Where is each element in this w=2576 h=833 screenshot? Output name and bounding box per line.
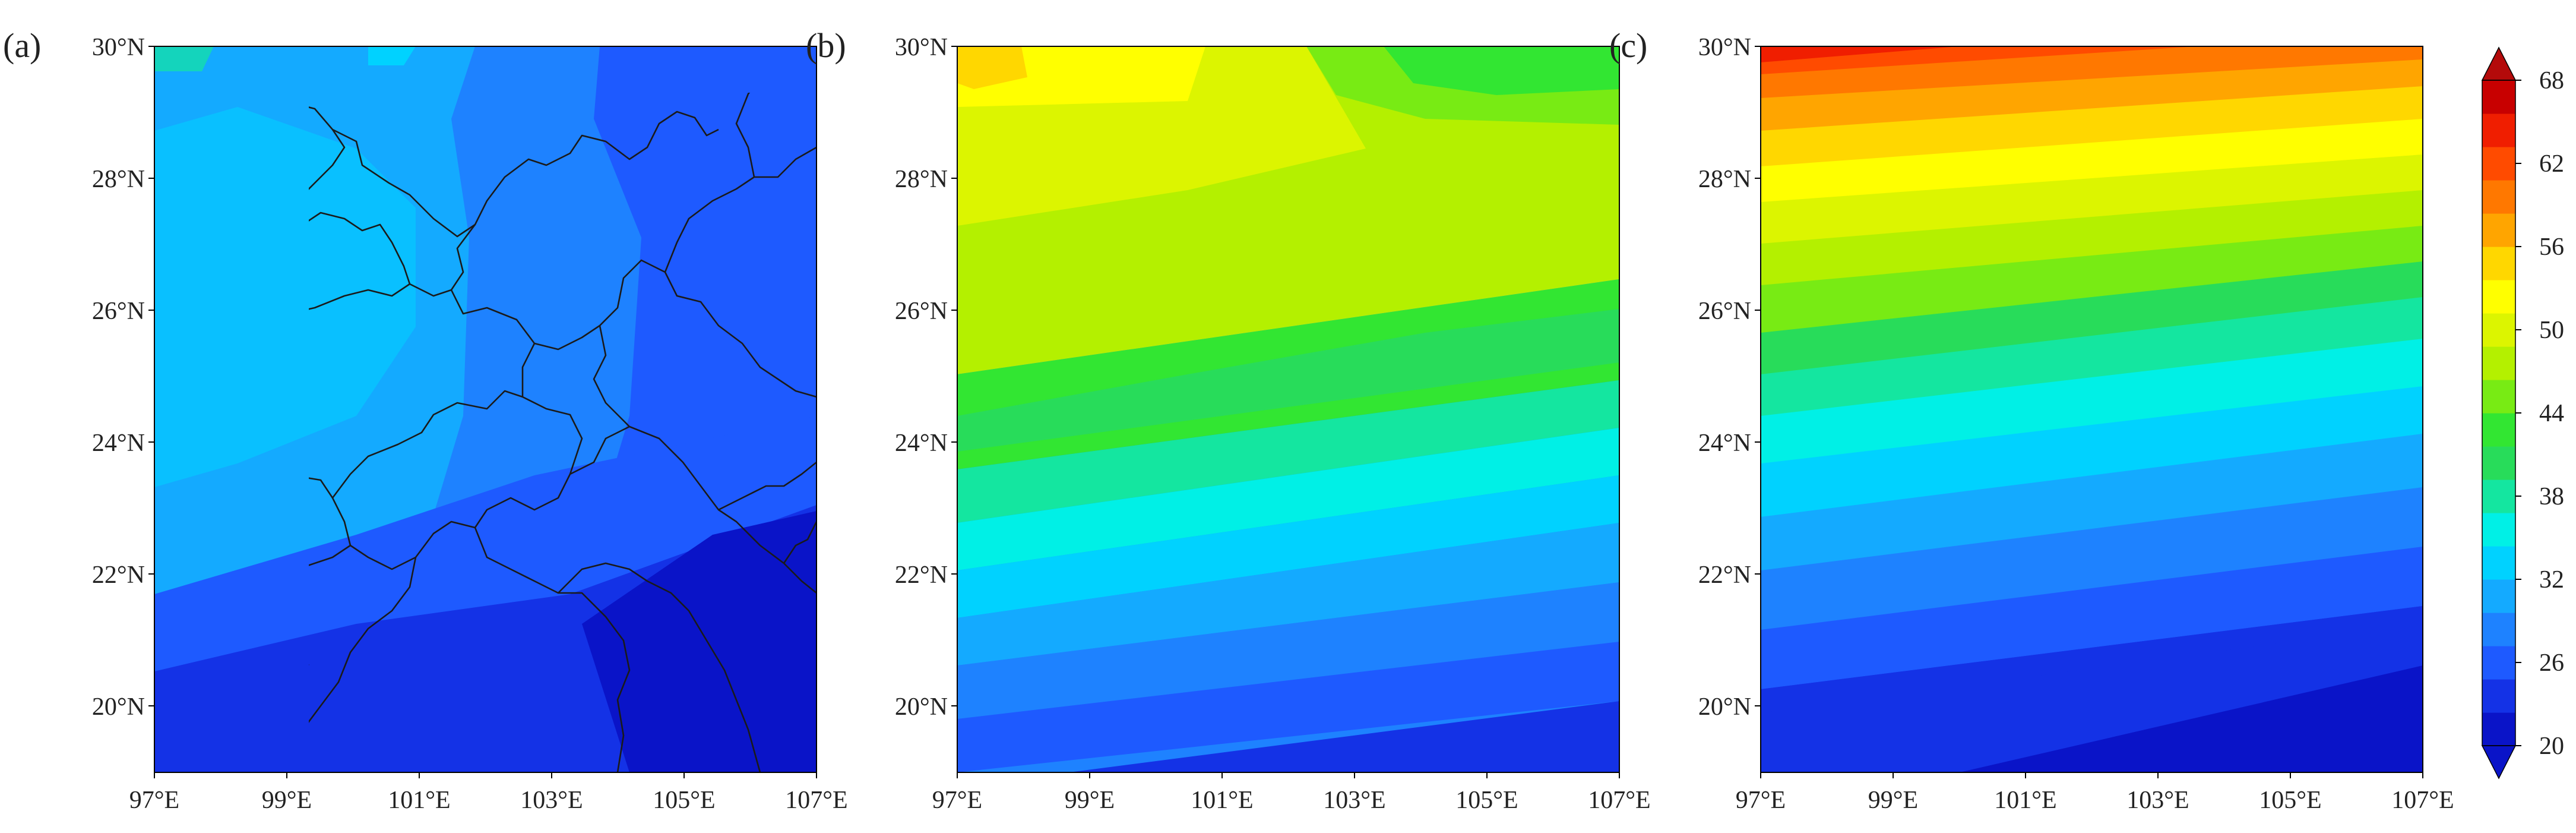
colorbar-segment	[2482, 679, 2515, 713]
colorbar-segment	[2482, 346, 2515, 380]
colorbar-segment	[2482, 479, 2515, 513]
lat-tick-label: 22°N	[1698, 561, 1751, 589]
lon-tick-label: 101°E	[1191, 787, 1253, 814]
lat-tick-label: 20°N	[92, 693, 145, 721]
lat-tick-label: 20°N	[895, 693, 948, 721]
colorbar-tick-label: 56	[2539, 234, 2564, 261]
colorbar-tick-label: 62	[2539, 150, 2564, 178]
colorbar-tick-label: 44	[2539, 400, 2564, 427]
lon-tick-label: 99°E	[1868, 787, 1918, 814]
colorbar-tick-label: 50	[2539, 317, 2564, 344]
lat-tick-label: 28°N	[895, 166, 948, 193]
colorbar-tick-label: 26	[2539, 649, 2564, 677]
colorbar-segment	[2482, 513, 2515, 547]
panel-label: (b)	[806, 26, 846, 65]
lon-tick-label: 103°E	[2126, 787, 2189, 814]
lon-tick-label: 99°E	[262, 787, 312, 814]
lat-tick-label: 28°N	[92, 166, 145, 193]
lat-tick-label: 26°N	[895, 298, 948, 325]
colorbar-segment	[2482, 113, 2515, 147]
colorbar-segment	[2482, 213, 2515, 247]
colorbar-segment	[2482, 413, 2515, 447]
colorbar-segment	[2482, 247, 2515, 280]
colorbar-under-arrow	[2481, 745, 2517, 780]
colorbar-segment	[2482, 147, 2515, 181]
panel-c-map	[1760, 46, 2423, 773]
lat-tick-label: 22°N	[895, 561, 948, 589]
colorbar-tick-label: 20	[2539, 733, 2564, 760]
colorbar-segment	[2482, 280, 2515, 314]
lat-tick-label: 20°N	[1698, 693, 1751, 721]
lat-tick-label: 26°N	[1698, 298, 1751, 325]
colorbar-segment	[2482, 380, 2515, 414]
lon-tick-label: 97°E	[1736, 787, 1786, 814]
lon-tick-label: 101°E	[1994, 787, 2056, 814]
lat-tick-label: 30°N	[1698, 34, 1751, 61]
lon-tick-label: 105°E	[2259, 787, 2321, 814]
lon-tick-label: 99°E	[1065, 787, 1115, 814]
colorbar-segment	[2482, 446, 2515, 480]
colorbar-tick-label: 38	[2539, 483, 2564, 510]
colorbar-segment	[2482, 613, 2515, 646]
lon-tick-label: 103°E	[520, 787, 583, 814]
colorbar-segment	[2482, 646, 2515, 680]
panel-label: (c)	[1609, 26, 1647, 65]
lon-tick-label: 97°E	[129, 787, 179, 814]
colorbar-tick-label: 68	[2539, 67, 2564, 94]
lon-tick-label: 101°E	[388, 787, 450, 814]
panel-label: (a)	[3, 26, 41, 65]
lat-tick-label: 28°N	[1698, 166, 1751, 193]
lon-tick-label: 107°E	[2391, 787, 2454, 814]
lat-tick-label: 30°N	[895, 34, 948, 61]
lat-tick-label: 24°N	[895, 430, 948, 457]
colorbar-over-arrow	[2481, 46, 2517, 81]
lat-tick-label: 22°N	[92, 561, 145, 589]
lon-tick-label: 105°E	[653, 787, 715, 814]
colorbar-segment	[2482, 180, 2515, 214]
lat-tick-label: 24°N	[1698, 430, 1751, 457]
colorbar-segment	[2482, 313, 2515, 347]
panel-b-map	[957, 46, 1620, 773]
lon-tick-label: 103°E	[1323, 787, 1385, 814]
panel-a-map	[154, 46, 817, 773]
colorbar: 20 26 32 38 44 50 56 62 68	[2481, 46, 2564, 780]
lat-tick-label: 26°N	[92, 298, 145, 325]
axes-labels: (a) 30°N 28°N 26°N 24°N 22°N 20°N 97°E 99°E 101°E…	[3, 26, 2454, 814]
lon-tick-label: 105°E	[1455, 787, 1518, 814]
colorbar-segment	[2482, 712, 2515, 746]
colorbar-tick-label: 32	[2539, 566, 2564, 594]
lat-tick-label: 30°N	[92, 34, 145, 61]
lon-tick-label: 97°E	[932, 787, 982, 814]
lon-tick-label: 107°E	[1588, 787, 1650, 814]
lat-tick-label: 24°N	[92, 430, 145, 457]
lon-tick-label: 107°E	[785, 787, 847, 814]
colorbar-segment	[2482, 80, 2515, 114]
colorbar-segment	[2482, 579, 2515, 613]
colorbar-segment	[2482, 546, 2515, 580]
